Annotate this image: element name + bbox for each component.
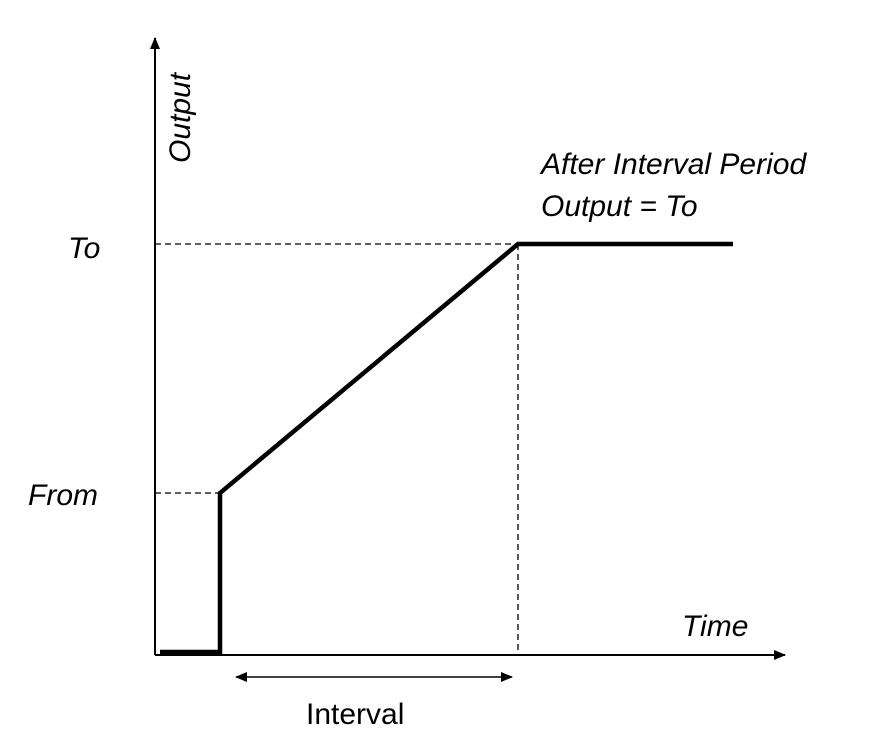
to-label: To bbox=[68, 232, 100, 265]
from-label: From bbox=[28, 479, 98, 512]
note-line-2: Output = To bbox=[541, 190, 698, 223]
output-curve bbox=[160, 241, 733, 655]
interval-label: Interval bbox=[306, 698, 404, 731]
y-axis-label: Output bbox=[164, 71, 197, 163]
x-axis-label: Time bbox=[682, 610, 748, 643]
note-line-1: After Interval Period bbox=[539, 148, 807, 181]
